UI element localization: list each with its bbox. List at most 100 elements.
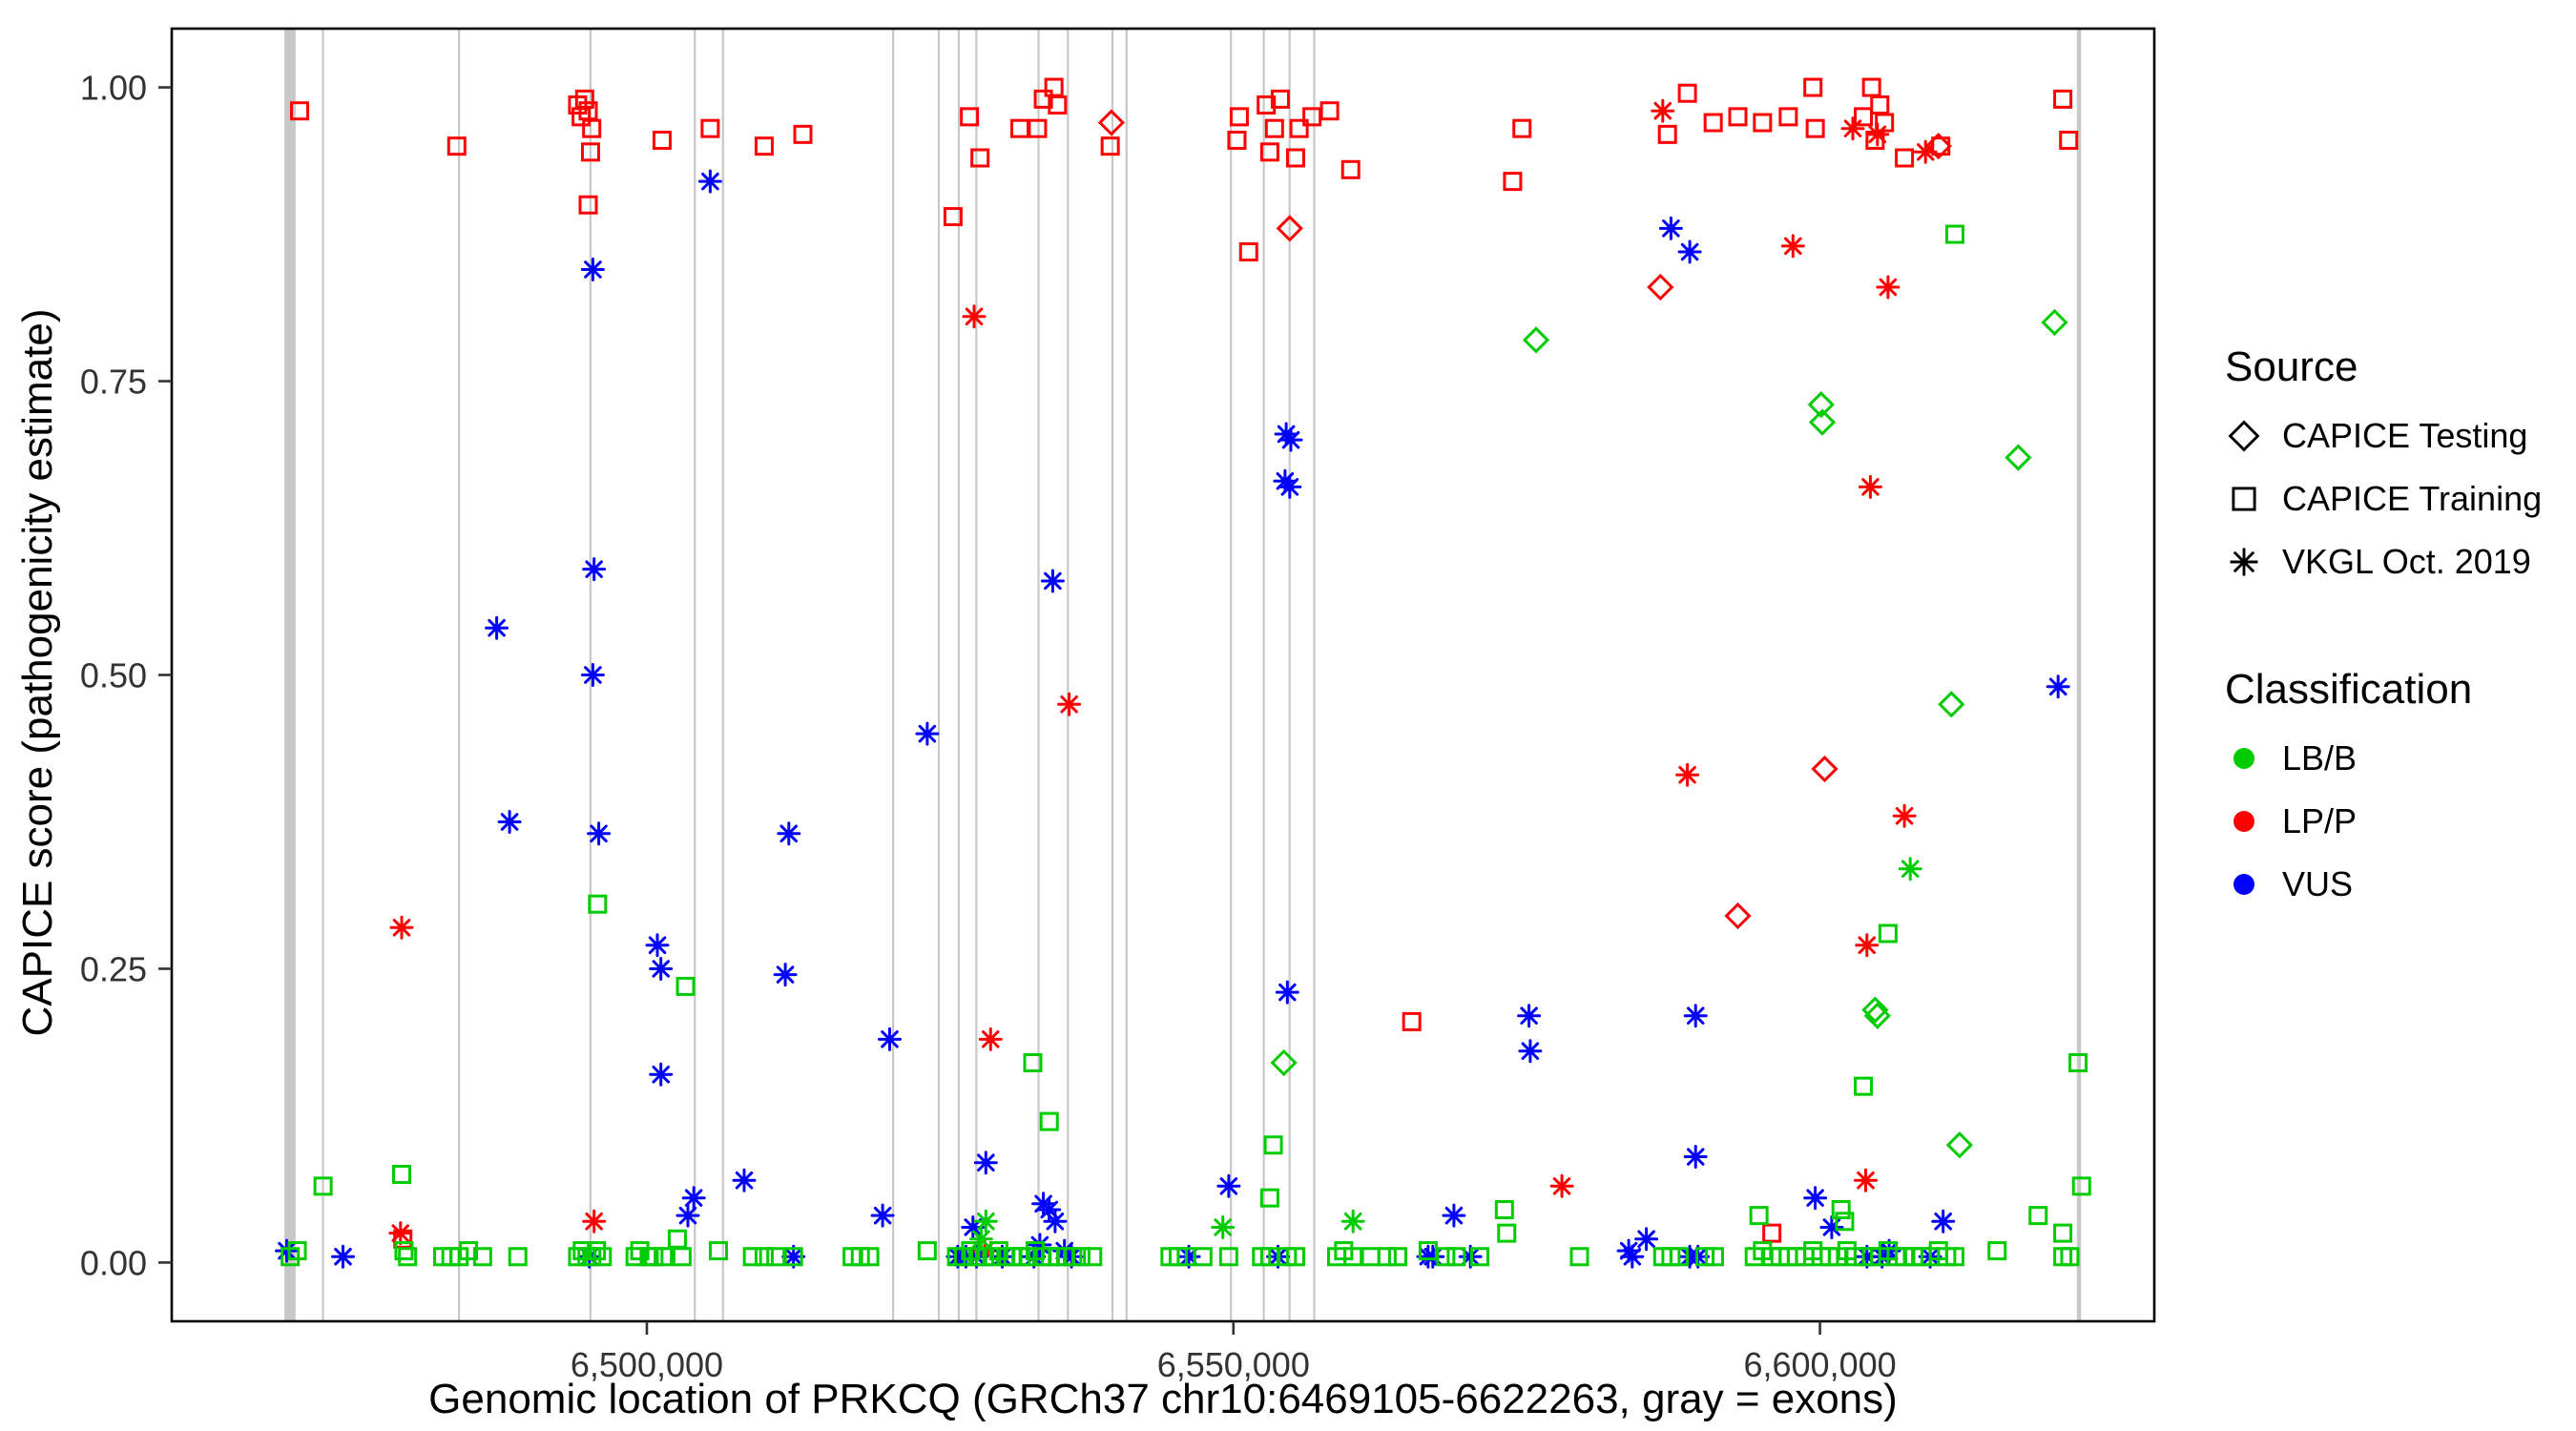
data-point bbox=[1944, 224, 1964, 244]
data-point bbox=[1100, 136, 1120, 156]
data-point bbox=[508, 1247, 528, 1267]
data-point bbox=[742, 1247, 762, 1267]
data-point bbox=[1863, 1002, 1891, 1029]
data-point bbox=[592, 1247, 613, 1267]
legend-classification-title: Classification bbox=[2225, 666, 2473, 713]
data-point bbox=[973, 1151, 998, 1175]
data-point bbox=[485, 615, 509, 640]
data-point bbox=[1811, 755, 1839, 783]
data-point bbox=[1913, 139, 1938, 164]
legend-item-label: VKGL Oct. 2019 bbox=[2282, 542, 2531, 581]
data-point bbox=[708, 1241, 728, 1261]
data-point bbox=[878, 1027, 902, 1051]
data-point bbox=[1683, 1145, 1708, 1169]
data-point bbox=[917, 1241, 937, 1261]
data-point bbox=[700, 118, 720, 138]
data-point bbox=[1620, 1244, 1645, 1269]
y-axis-title: CAPICE score (pathogenicity estimate) bbox=[14, 308, 61, 1037]
data-point bbox=[1522, 326, 1550, 354]
data-point bbox=[793, 124, 813, 144]
data-point bbox=[697, 169, 722, 194]
data-point bbox=[1854, 107, 1874, 127]
data-point bbox=[1211, 1215, 1236, 1239]
legend-item-vkgl: VKGL Oct. 2019 bbox=[2225, 542, 2542, 582]
exon-band bbox=[2076, 29, 2082, 1321]
data-point bbox=[1229, 107, 1249, 127]
data-point bbox=[582, 1247, 602, 1267]
data-point bbox=[1083, 1247, 1103, 1267]
data-point bbox=[1227, 131, 1247, 151]
data-point bbox=[2068, 1053, 2088, 1072]
data-point bbox=[1039, 1111, 1059, 1131]
data-point bbox=[943, 207, 963, 227]
data-point bbox=[582, 118, 602, 138]
data-point bbox=[1945, 1131, 1974, 1159]
data-point bbox=[1854, 1168, 1878, 1192]
data-point bbox=[1875, 113, 1895, 133]
data-point bbox=[1892, 803, 1917, 828]
data-point bbox=[645, 933, 670, 958]
data-point bbox=[1854, 1076, 1874, 1096]
data-point bbox=[1658, 216, 1683, 240]
data-point bbox=[2059, 131, 2079, 151]
data-point bbox=[1285, 1247, 1305, 1267]
data-point bbox=[1938, 691, 1965, 718]
data-point bbox=[1835, 1212, 1855, 1232]
exon-band bbox=[284, 29, 296, 1321]
data-point bbox=[1855, 933, 1880, 958]
data-point bbox=[398, 1247, 418, 1267]
exon-band bbox=[1037, 29, 1040, 1321]
exon-band bbox=[1067, 29, 1070, 1321]
data-point bbox=[287, 1241, 307, 1261]
data-point bbox=[1193, 1247, 1213, 1267]
x-tick-label: 6,500,000 bbox=[571, 1345, 723, 1384]
data-point bbox=[1518, 1039, 1543, 1064]
data-point bbox=[388, 1221, 413, 1246]
data-point bbox=[1753, 113, 1773, 133]
data-point bbox=[773, 963, 798, 987]
data-point bbox=[1259, 1188, 1279, 1208]
data-point bbox=[1895, 148, 1915, 168]
data-point bbox=[587, 1241, 607, 1261]
data-point bbox=[2053, 1223, 2073, 1243]
data-point bbox=[1033, 89, 1053, 109]
data-point bbox=[1876, 275, 1901, 300]
data-point bbox=[968, 1227, 993, 1252]
data-point bbox=[1944, 1247, 1964, 1267]
data-point bbox=[962, 304, 987, 329]
data-point bbox=[290, 101, 310, 121]
data-point bbox=[860, 1247, 880, 1267]
data-point bbox=[1289, 118, 1309, 138]
data-point bbox=[654, 1247, 674, 1267]
data-point bbox=[1270, 89, 1290, 109]
data-point bbox=[1634, 1227, 1659, 1252]
diamond-icon bbox=[2228, 420, 2260, 452]
exon-band bbox=[1313, 29, 1316, 1321]
data-point bbox=[1805, 118, 1825, 138]
data-point bbox=[2005, 444, 2032, 471]
exon-band bbox=[1230, 29, 1233, 1321]
data-point bbox=[1704, 1247, 1724, 1267]
data-point bbox=[1402, 1011, 1422, 1031]
data-point bbox=[1446, 1247, 1466, 1267]
data-point bbox=[2053, 89, 2073, 109]
data-point bbox=[1865, 122, 1890, 147]
circle-icon bbox=[2233, 874, 2254, 895]
panel-border bbox=[170, 27, 2156, 1323]
data-point bbox=[681, 1186, 706, 1211]
data-point bbox=[391, 1165, 411, 1185]
data-point bbox=[1278, 427, 1303, 452]
data-point bbox=[1724, 902, 1752, 930]
data-point bbox=[1023, 1053, 1043, 1072]
data-point bbox=[1780, 234, 1805, 259]
data-point bbox=[1569, 1247, 1589, 1267]
data-point bbox=[1677, 83, 1697, 103]
legend-item-label: LP/P bbox=[2282, 801, 2358, 840]
data-point bbox=[1340, 159, 1361, 179]
data-point bbox=[1870, 95, 1890, 115]
data-point bbox=[1340, 1209, 1365, 1234]
data-point bbox=[389, 915, 414, 940]
asterisk-icon bbox=[2230, 548, 2258, 576]
data-point bbox=[1275, 980, 1299, 1005]
